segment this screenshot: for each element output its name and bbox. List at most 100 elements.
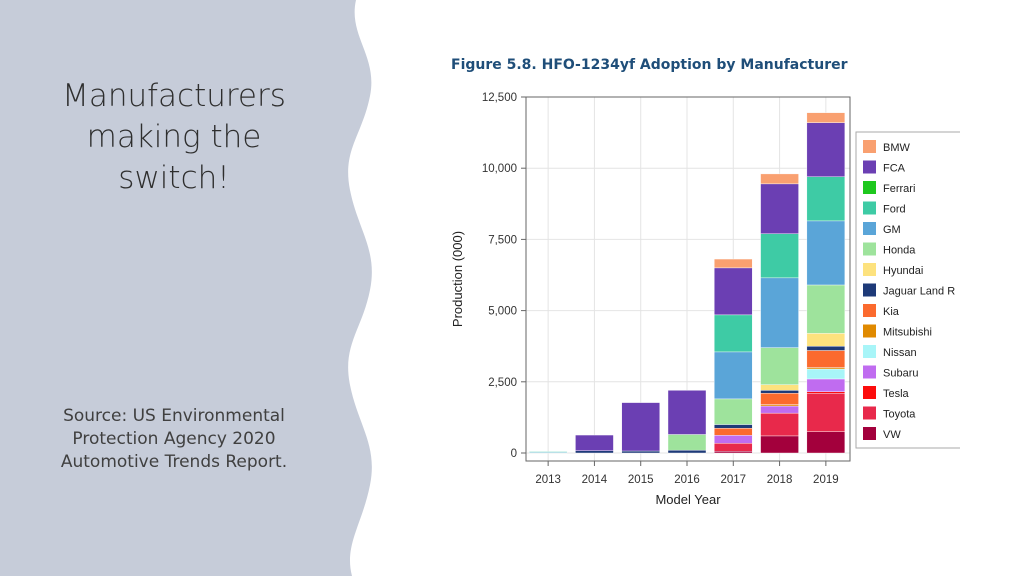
slide-title: Manufacturers making the switch! — [20, 76, 328, 199]
x-axis-label: Model Year — [655, 492, 721, 507]
bar-segment-toyota-2019 — [806, 392, 846, 432]
y-tick-label: 7,500 — [488, 234, 517, 246]
stacked-bar-chart: 0 2,500 5,000 7,500 10,000 12,500 2013 2014 2015… — [450, 92, 960, 507]
source-line: Automotive Trends Report. — [60, 452, 288, 472]
bar-segment-vw-2018 — [760, 435, 799, 454]
bar-segment-bmw-2018 — [760, 173, 799, 185]
y-tick-label: 2,500 — [488, 377, 517, 389]
legend-swatch — [863, 324, 876, 338]
x-tick-label: 2018 — [767, 474, 793, 486]
legend-swatch — [863, 263, 876, 276]
bar-segment-toyota-2017 — [714, 443, 753, 452]
bar-segment-fca-2017 — [714, 267, 753, 316]
bar-segment-kia-2017 — [714, 428, 753, 436]
bar-segment-bmw-2017 — [714, 258, 753, 269]
legend-swatch — [863, 222, 876, 235]
legend-label: BMW — [883, 142, 911, 154]
legend-swatch — [863, 304, 876, 317]
bar-segment-bmw-2019 — [806, 112, 846, 123]
bar-segment-subaru-2017 — [714, 435, 753, 444]
bar-segment-honda-2019 — [806, 284, 846, 334]
legend-label: FCA — [883, 163, 906, 175]
legend-label: Ford — [883, 204, 906, 216]
y-tick-label: 12,500 — [482, 92, 517, 104]
y-tick-label: 5,000 — [488, 306, 517, 318]
source-line: Source: US Environmental — [63, 406, 285, 426]
bar-segment-jaguar-land-rover-2015 — [621, 450, 660, 454]
bar-segment-honda-2017 — [714, 398, 753, 425]
legend-swatch — [863, 427, 876, 440]
bar-segment-subaru-2018 — [760, 405, 799, 414]
x-tick-label: 2013 — [535, 474, 561, 486]
bar-segment-ford-2018 — [760, 233, 799, 279]
legend-swatch — [863, 140, 876, 153]
x-tick-label: 2016 — [674, 474, 700, 486]
bar-segment-hyundai-2018 — [760, 384, 799, 391]
bar-segment-honda-2016 — [667, 434, 707, 451]
legend-label: Toyota — [883, 409, 916, 421]
x-tick-label: 2017 — [720, 474, 746, 486]
legend-swatch — [863, 201, 876, 215]
bar-segment-toyota-2018 — [760, 412, 799, 437]
bar-segment-fca-2014 — [575, 434, 614, 451]
bar-segment-fca-2018 — [760, 183, 799, 234]
source-line: Protection Agency 2020 — [72, 429, 276, 449]
legend-label: Mitsubishi — [883, 327, 932, 339]
legend-swatch — [863, 365, 876, 379]
x-tick-label: 2014 — [582, 474, 608, 486]
legend-label: Nissan — [883, 347, 917, 359]
legend-label: Jaguar Land R — [883, 286, 955, 298]
legend-swatch — [863, 345, 876, 358]
legend-label: Kia — [883, 306, 900, 318]
legend-swatch — [863, 386, 876, 399]
bar-segment-fca-2015 — [621, 402, 660, 452]
legend-swatch — [863, 406, 876, 420]
bar-segment-kia-2018 — [760, 392, 799, 405]
source-citation: Source: US Environmental Protection Agen… — [20, 405, 328, 474]
slide-title-line: making the — [86, 119, 262, 155]
bar-segment-jaguar-land-rover-2016 — [667, 449, 707, 454]
bar-segment-fca-2016 — [667, 390, 707, 435]
bar-segment-jaguar-land-rover-2014 — [575, 450, 614, 454]
slide-title-line: switch! — [118, 160, 230, 196]
bar-segment-vw-2017 — [714, 451, 753, 454]
bar-segment-gm-2019 — [806, 220, 846, 286]
bar-segment-vw-2019 — [806, 431, 846, 454]
legend-swatch — [863, 283, 876, 297]
slide-title-line: Manufacturers — [62, 78, 286, 114]
x-tick-label: 2019 — [813, 474, 839, 486]
bar-segment-jaguar-land-rover-2017 — [714, 424, 753, 429]
legend-swatch — [863, 181, 876, 194]
legend-label: Ferrari — [883, 183, 915, 195]
legend-swatch — [863, 160, 876, 174]
legend-label: Honda — [883, 245, 916, 257]
bar-segment-fca-2019 — [806, 122, 846, 177]
bar-segment-ford-2013 — [528, 451, 568, 453]
figure-title: Figure 5.8. HFO-1234yf Adoption by Manuf… — [451, 57, 848, 73]
legend-label: VW — [883, 429, 901, 441]
bar-segment-honda-2018 — [760, 347, 799, 385]
legend-label: Hyundai — [883, 265, 923, 277]
bar-segment-tesla-2019 — [806, 391, 846, 394]
bar-segment-mitsubishi-2019 — [806, 367, 846, 370]
legend-label: Subaru — [883, 368, 918, 380]
wavy-panel-background — [0, 0, 372, 576]
bar-segment-ford-2017 — [714, 314, 753, 353]
bar-segment-kia-2019 — [806, 350, 846, 368]
left-panel — [0, 0, 372, 576]
bar-segment-gm-2017 — [714, 351, 753, 400]
bar-segment-gm-2018 — [760, 277, 799, 348]
y-tick-label: 10,000 — [482, 163, 517, 175]
y-tick-label: 0 — [511, 448, 517, 460]
bar-segment-ford-2019 — [806, 176, 846, 222]
bar-segment-jaguar-land-rover-2018 — [760, 390, 799, 394]
legend-swatch — [863, 242, 876, 256]
bar-segment-nissan-2019 — [806, 368, 846, 380]
x-tick-label: 2015 — [628, 474, 654, 486]
legend-label: Tesla — [883, 388, 910, 400]
legend-label: GM — [883, 224, 901, 236]
plot-border — [525, 96, 851, 462]
bar-segment-mitsubishi-2018 — [760, 404, 799, 407]
bar-segment-jaguar-land-rover-2019 — [806, 346, 846, 351]
y-axis-label: Production (000) — [450, 231, 465, 327]
